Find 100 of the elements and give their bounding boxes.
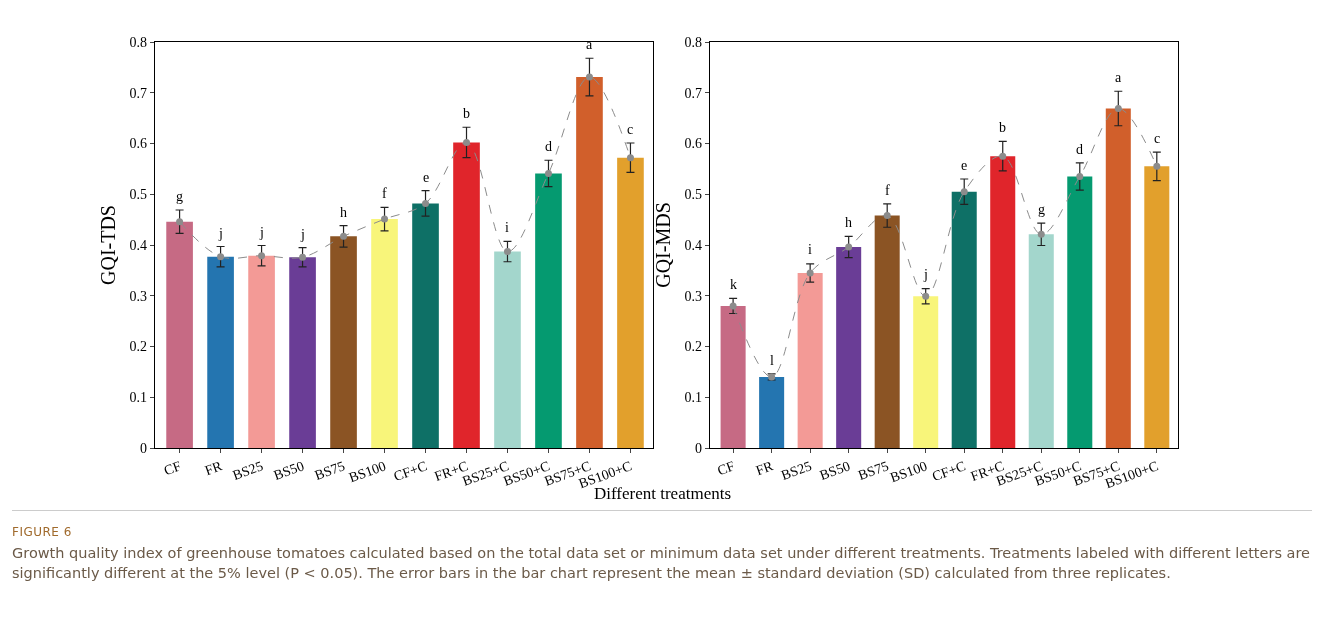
point (1114, 104, 1122, 112)
annotation: a (1115, 70, 1122, 85)
x-tick-label: CF (161, 458, 184, 479)
point (1153, 162, 1161, 170)
annotation: a (586, 37, 593, 52)
point (585, 73, 593, 81)
bar (874, 215, 900, 448)
point (626, 154, 634, 162)
x-tick-label: BS100 (346, 458, 388, 486)
annotation: e (961, 158, 968, 173)
bar (836, 247, 862, 448)
point (299, 253, 307, 261)
annotation: c (1154, 131, 1161, 146)
y-tick-label: 0.2 (129, 339, 147, 355)
bar (990, 156, 1016, 448)
x-tick-label: BS75 (312, 458, 347, 484)
y-tick-label: 0.7 (129, 85, 147, 101)
annotation: h (340, 205, 347, 220)
bar (248, 255, 275, 448)
annotation: b (463, 106, 470, 121)
bar (951, 191, 977, 448)
caption: FIGURE 6 (12, 525, 73, 539)
x-tick-label: BS50 (271, 458, 306, 484)
point (999, 152, 1007, 160)
point (217, 253, 225, 261)
point (922, 292, 930, 300)
point (381, 215, 389, 223)
point (544, 169, 552, 177)
y-tick-label: 0 (695, 440, 702, 456)
point (729, 302, 737, 310)
bar (720, 305, 746, 448)
bar (412, 203, 439, 448)
y-tick-label: 0.5 (684, 187, 702, 203)
y-axis-title: GQI-MDS (652, 202, 675, 288)
y-tick-label: 0.3 (684, 288, 702, 304)
x-tick-label: CF (715, 458, 737, 479)
annotation: d (1076, 142, 1083, 157)
annotation: c (627, 122, 634, 137)
point (503, 248, 511, 256)
annotation: f (382, 186, 387, 201)
bar (1028, 234, 1054, 448)
text: Growth quality index of greenhouse tomatoes calculated based on the total data set or minimum data set under different treatments. Treatments labeled with different letters are significantly different at the 5% level (P < 0.05). The error bars in the bar chart represent the mean ± standard deviation (SD) calculated from three replicates. (12, 544, 1312, 583)
annotation: h (845, 215, 852, 230)
bar (166, 221, 193, 448)
point (463, 138, 471, 146)
bar (371, 219, 398, 448)
point (806, 269, 814, 277)
annotation: k (730, 277, 737, 292)
annotation: j (259, 225, 264, 240)
x-tick-label: BS100 (888, 458, 930, 486)
annotation: j (300, 227, 305, 242)
point (176, 218, 184, 226)
point (1037, 230, 1045, 238)
bar (535, 173, 562, 448)
annotation: g (1038, 202, 1045, 217)
bar (576, 77, 603, 448)
bar (797, 272, 823, 448)
point (422, 199, 430, 207)
x-tick-label: BS75 (856, 458, 891, 484)
bar (1105, 108, 1131, 448)
y-tick-label: 0.1 (684, 390, 702, 406)
annotation: j (923, 267, 928, 282)
y-tick-label: 0.7 (684, 85, 702, 101)
bar (913, 296, 939, 448)
y-tick-label: 0 (140, 440, 147, 456)
point (960, 188, 968, 196)
y-tick-label: 0.6 (129, 136, 147, 152)
y-tick-label: 0.8 (684, 34, 702, 50)
annotation: j (218, 226, 223, 241)
bar (494, 251, 521, 448)
x-tick-label: CF+C (391, 458, 429, 485)
annotation: d (545, 139, 552, 154)
y-axis-title: GQI-TDS (97, 205, 120, 285)
annotation: e (423, 170, 430, 185)
annotation: b (999, 120, 1006, 135)
y-tick-label: 0.8 (129, 34, 147, 50)
x-tick-label: BS25 (230, 458, 265, 484)
x-tick-label: BS25 (779, 458, 814, 484)
bar (1144, 166, 1170, 448)
annotation: i (808, 242, 812, 257)
bar (289, 257, 316, 448)
annotation: l (770, 353, 774, 368)
bar (759, 376, 785, 448)
y-tick-label: 0.2 (684, 339, 702, 355)
bar (330, 236, 357, 448)
bar (453, 142, 480, 448)
point (1076, 172, 1084, 180)
y-tick-label: 0.4 (129, 237, 147, 253)
y-tick-label: 0.1 (129, 390, 147, 406)
annotation: g (176, 189, 183, 204)
y-tick-label: 0.5 (129, 187, 147, 203)
bar (207, 256, 234, 448)
y-tick-label: 0.4 (684, 237, 702, 253)
y-tick-label: 0.6 (684, 136, 702, 152)
x-tick-label: BS50 (817, 458, 853, 484)
x-tick-label: FR (202, 458, 225, 479)
bar (1067, 176, 1093, 448)
point (340, 232, 348, 240)
bar (617, 157, 644, 448)
point (845, 243, 853, 251)
